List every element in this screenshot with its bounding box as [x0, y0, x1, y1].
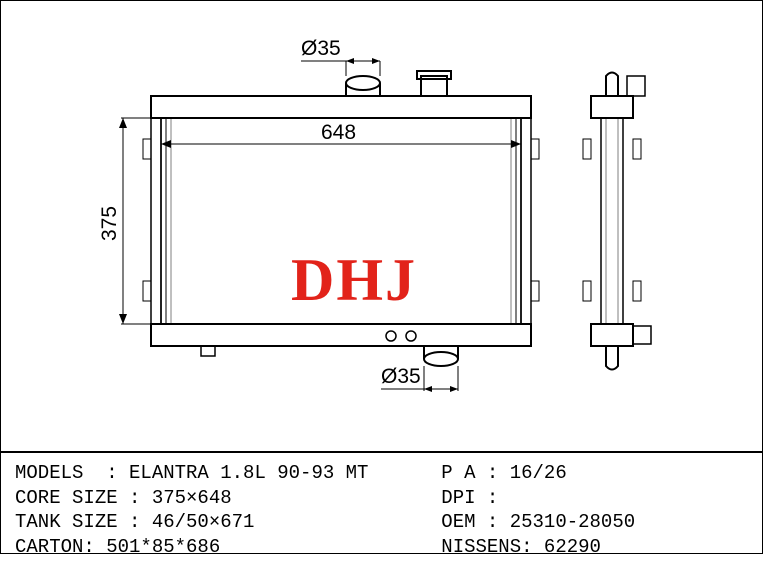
spec-pa: P A : 16/26 [441, 461, 750, 486]
spec-nissens: NISSENS: 62290 [441, 535, 750, 560]
dim-height: 375 [98, 206, 121, 241]
dim-width: 648 [321, 121, 356, 144]
spec-col-right: P A : 16/26 DPI : OEM : 25310-28050 NISS… [441, 461, 750, 560]
dim-top-diameter: Ø35 [301, 37, 341, 60]
dim-bottom-diameter: Ø35 [381, 365, 421, 388]
technical-drawing: Ø35 648 375 Ø35 [61, 21, 701, 441]
spec-models: MODELS : ELANTRA 1.8L 90-93 MT [15, 461, 441, 486]
spec-col-left: MODELS : ELANTRA 1.8L 90-93 MT CORE SIZE… [15, 461, 441, 560]
spec-carton: CARTON: 501*85*686 [15, 535, 441, 560]
spec-core-size: CORE SIZE : 375×648 [15, 486, 441, 511]
watermark-logo: DHJ [291, 246, 417, 315]
spec-table: MODELS : ELANTRA 1.8L 90-93 MT CORE SIZE… [1, 451, 763, 568]
spec-dpi: DPI : [441, 486, 750, 511]
spec-tank-size: TANK SIZE : 46/50×671 [15, 510, 441, 535]
spec-oem: OEM : 25310-28050 [441, 510, 750, 535]
